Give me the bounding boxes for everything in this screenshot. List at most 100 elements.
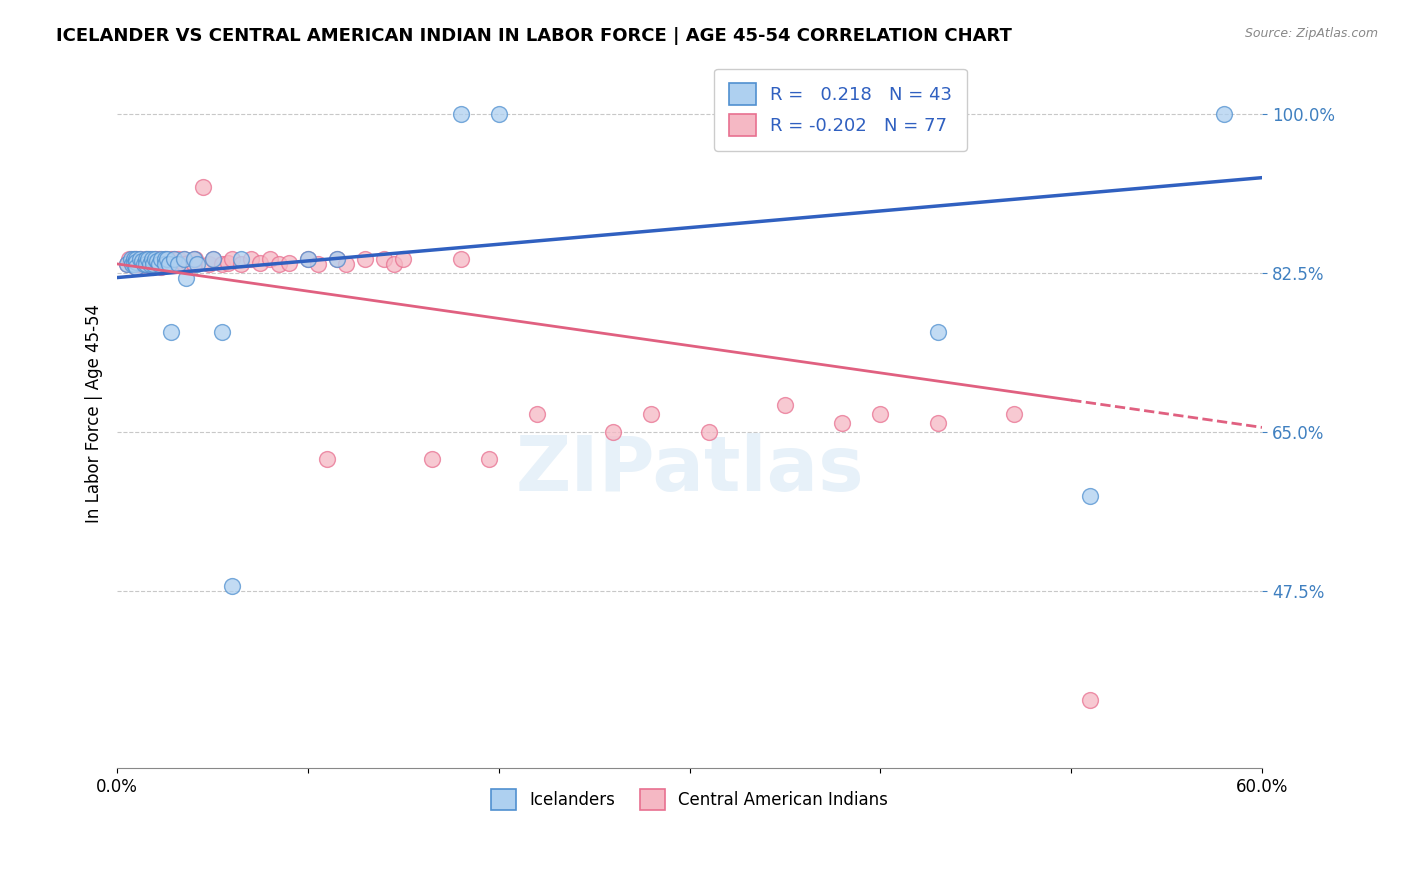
Point xyxy=(125,260,148,274)
Point xyxy=(141,252,163,267)
Point xyxy=(125,260,148,274)
Point xyxy=(183,257,205,271)
Point xyxy=(231,252,253,267)
Point xyxy=(163,252,186,267)
Point xyxy=(142,260,165,274)
Point xyxy=(450,252,472,267)
Point xyxy=(307,257,329,271)
Point xyxy=(297,252,319,267)
Point xyxy=(221,579,243,593)
Point xyxy=(153,256,176,270)
Point xyxy=(138,252,160,267)
Point xyxy=(162,257,184,271)
Point xyxy=(277,256,299,270)
Point xyxy=(184,252,207,267)
Point xyxy=(697,425,720,439)
Point xyxy=(148,252,170,267)
Point xyxy=(488,107,510,121)
Point xyxy=(526,407,548,421)
Point xyxy=(174,270,197,285)
Point xyxy=(135,260,157,274)
Point xyxy=(143,256,166,270)
Point xyxy=(167,257,190,271)
Point xyxy=(121,257,143,271)
Point xyxy=(1078,488,1101,502)
Text: Source: ZipAtlas.com: Source: ZipAtlas.com xyxy=(1244,27,1378,40)
Point xyxy=(131,257,153,271)
Point xyxy=(167,252,190,267)
Point xyxy=(392,252,415,267)
Point xyxy=(169,257,191,271)
Point xyxy=(156,256,179,270)
Point xyxy=(153,257,176,271)
Point xyxy=(297,252,319,267)
Point xyxy=(231,257,253,271)
Point xyxy=(1078,693,1101,707)
Point xyxy=(157,257,180,271)
Point xyxy=(183,252,205,267)
Point xyxy=(150,252,173,267)
Point xyxy=(316,452,339,467)
Point xyxy=(152,257,174,271)
Point xyxy=(148,257,170,271)
Point xyxy=(146,254,169,268)
Point xyxy=(135,256,157,270)
Point xyxy=(239,252,262,267)
Point xyxy=(927,416,949,430)
Point xyxy=(249,256,271,270)
Point xyxy=(221,252,243,267)
Point xyxy=(163,252,186,267)
Point xyxy=(135,257,157,271)
Point xyxy=(136,257,159,271)
Point xyxy=(211,257,233,271)
Point xyxy=(259,252,281,267)
Point xyxy=(135,252,157,267)
Legend: Icelanders, Central American Indians: Icelanders, Central American Indians xyxy=(484,782,896,816)
Point xyxy=(156,252,179,267)
Point xyxy=(136,252,159,267)
Point xyxy=(211,325,233,339)
Point xyxy=(450,107,472,121)
Point xyxy=(129,252,152,267)
Point xyxy=(173,252,195,267)
Point xyxy=(191,179,214,194)
Point xyxy=(153,252,176,267)
Point xyxy=(131,254,153,268)
Point xyxy=(138,257,160,271)
Point xyxy=(153,252,176,267)
Point xyxy=(382,257,405,271)
Point xyxy=(201,252,224,267)
Point xyxy=(325,252,347,267)
Point xyxy=(115,257,138,271)
Point xyxy=(157,257,180,271)
Point xyxy=(146,256,169,270)
Point xyxy=(125,256,148,270)
Point xyxy=(142,257,165,271)
Point xyxy=(773,398,796,412)
Point xyxy=(325,252,347,267)
Point xyxy=(135,252,157,267)
Point xyxy=(125,255,148,269)
Point xyxy=(373,252,395,267)
Point xyxy=(124,252,146,267)
Point xyxy=(183,252,205,267)
Point xyxy=(141,256,163,270)
Point xyxy=(165,256,187,270)
Text: ICELANDER VS CENTRAL AMERICAN INDIAN IN LABOR FORCE | AGE 45-54 CORRELATION CHAR: ICELANDER VS CENTRAL AMERICAN INDIAN IN … xyxy=(56,27,1012,45)
Point xyxy=(173,257,195,271)
Point xyxy=(129,252,152,267)
Point xyxy=(163,256,186,270)
Point xyxy=(927,325,949,339)
Point xyxy=(127,257,149,271)
Point xyxy=(1212,107,1234,121)
Point xyxy=(217,256,239,270)
Point xyxy=(121,257,143,271)
Point xyxy=(124,252,146,267)
Point xyxy=(143,252,166,267)
Point xyxy=(1002,407,1025,421)
Point xyxy=(120,254,142,268)
Point xyxy=(197,257,219,271)
Y-axis label: In Labor Force | Age 45-54: In Labor Force | Age 45-54 xyxy=(86,304,103,524)
Point xyxy=(640,407,662,421)
Point xyxy=(420,452,443,467)
